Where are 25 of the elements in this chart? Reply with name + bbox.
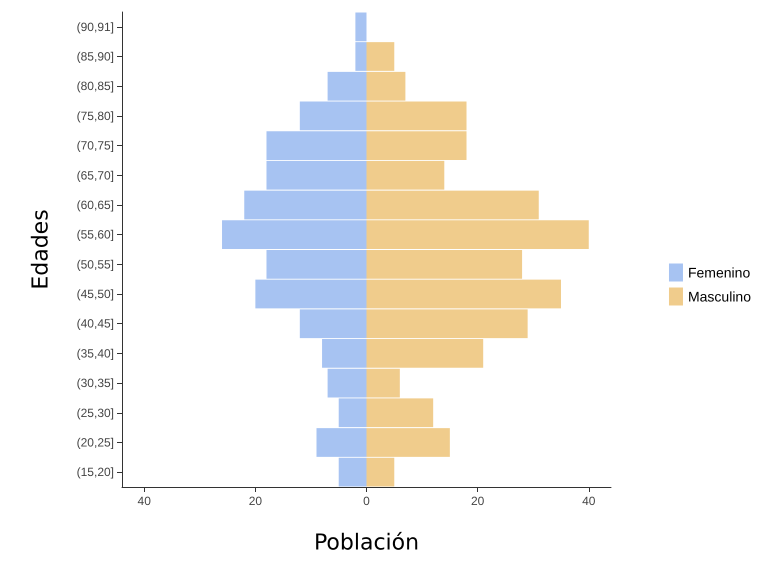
y-tick-label: (80,85] (76, 79, 114, 94)
y-tick-label: (20,25] (76, 435, 114, 450)
y-tick-label: (45,50] (76, 287, 114, 302)
y-tick-label: (55,60] (76, 228, 114, 242)
legend-label: Masculino (688, 288, 752, 304)
y-tick-label: (15,20] (76, 465, 114, 480)
x-tick-label: 40 (138, 494, 152, 508)
y-tick-label: (25,30] (76, 406, 114, 420)
y-tick-label: (65,70] (76, 168, 114, 182)
y-tick-label: (60,65] (76, 198, 114, 212)
y-tick-label: (35,40] (76, 346, 114, 360)
y-axis-title: Edades (28, 209, 54, 290)
y-tick-label: (40,45] (76, 316, 114, 331)
x-tick-label: 40 (582, 494, 596, 508)
x-tick-label: 0 (363, 494, 370, 508)
y-tick-label: (50,55] (76, 257, 114, 272)
x-tick-label: 20 (248, 494, 262, 508)
x-tick-label: 20 (470, 494, 485, 508)
legend-label: Femenino (688, 264, 750, 280)
y-tick-label: (30,35] (76, 376, 114, 390)
x-axis-title: Población (314, 530, 420, 556)
y-tick-label: (90,91] (76, 20, 114, 34)
y-tick-label: (85,90] (76, 50, 114, 64)
y-tick-label: (75,80] (76, 108, 114, 123)
y-tick-label: (70,75] (76, 138, 114, 153)
